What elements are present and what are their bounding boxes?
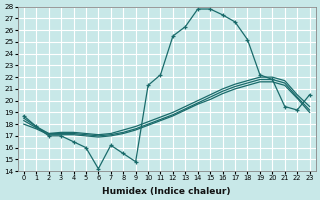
X-axis label: Humidex (Indice chaleur): Humidex (Indice chaleur) (102, 187, 231, 196)
